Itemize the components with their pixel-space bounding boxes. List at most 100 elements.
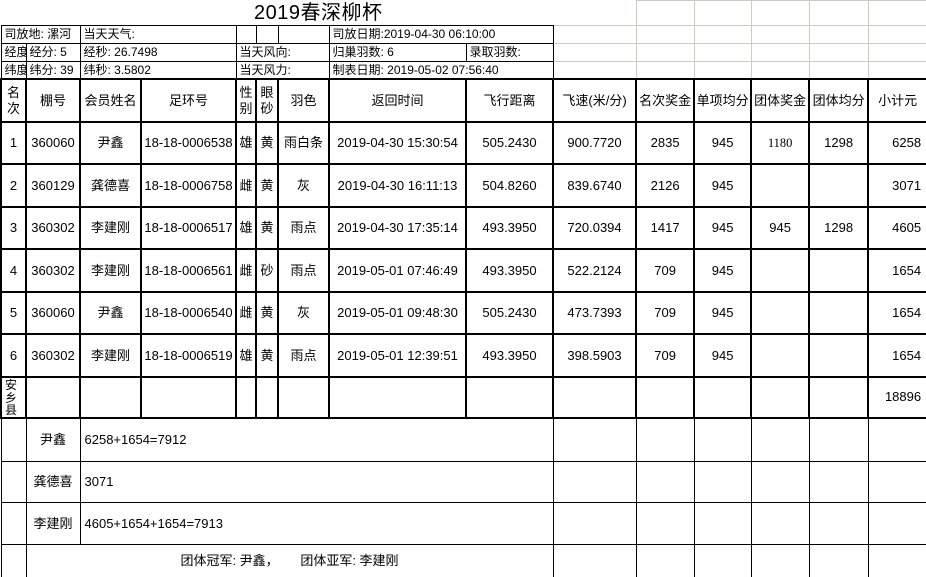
cell-summary-formula[interactable]: 4605+1654+1654=7913 — [79, 502, 554, 545]
cell-empty[interactable] — [0, 544, 27, 577]
cell-empty[interactable] — [867, 0, 926, 26]
header-loft[interactable]: 棚号 — [25, 78, 81, 123]
cell-empty[interactable] — [693, 502, 752, 545]
cell-empty[interactable] — [808, 417, 869, 462]
cell-team-prize[interactable] — [750, 333, 811, 378]
cell-empty[interactable] — [693, 417, 752, 462]
cell-empty[interactable] — [693, 60, 752, 80]
cell-return-time[interactable]: 2019-04-30 15:30:54 — [328, 121, 467, 165]
cell-empty[interactable] — [140, 376, 237, 419]
cell-loft[interactable]: 360060 — [25, 291, 81, 335]
cell-rank-prize[interactable]: 709 — [635, 333, 696, 378]
cell-speed[interactable]: 839.6740 — [551, 163, 638, 208]
cell-wind-force[interactable]: 当天风力: — [235, 60, 330, 80]
cell-empty[interactable] — [635, 417, 695, 462]
header-item-avg[interactable]: 单项均分 — [693, 78, 753, 123]
header-team-prize[interactable]: 团体奖金 — [750, 78, 811, 123]
cell-empty[interactable] — [552, 502, 637, 545]
cell-empty[interactable] — [552, 24, 637, 44]
cell-empty[interactable] — [79, 376, 142, 419]
cell-empty[interactable] — [552, 461, 637, 503]
cell-rank[interactable]: 1 — [0, 121, 27, 165]
header-return-time[interactable]: 返回时间 — [328, 78, 467, 123]
cell-distance[interactable]: 493.3950 — [465, 206, 554, 250]
cell-summary-name[interactable]: 尹鑫 — [25, 417, 81, 462]
cell-rank-prize[interactable]: 709 — [635, 291, 696, 335]
cell-team-prize[interactable]: 945 — [750, 206, 811, 250]
cell-feather[interactable]: 雨点 — [277, 248, 330, 293]
cell-loft[interactable]: 360302 — [25, 206, 81, 250]
cell-empty[interactable] — [750, 502, 810, 545]
cell-rank[interactable]: 5 — [0, 291, 27, 335]
cell-distance[interactable]: 504.8260 — [465, 163, 554, 208]
cell-empty[interactable] — [255, 376, 279, 419]
cell-team-avg[interactable] — [808, 291, 870, 335]
cell-member[interactable]: 龚德喜 — [79, 163, 142, 208]
cell-member[interactable]: 李建刚 — [79, 333, 142, 378]
cell-empty[interactable] — [808, 376, 870, 419]
cell-homing-count[interactable]: 归巢羽数: 6 — [328, 42, 467, 62]
cell-lat-sec[interactable]: 纬秒: 3.5802 — [79, 60, 237, 80]
header-eye[interactable]: 眼砂 — [255, 78, 279, 123]
cell-member[interactable]: 尹鑫 — [79, 291, 142, 335]
cell-empty[interactable] — [235, 24, 257, 44]
cell-item-avg[interactable]: 945 — [693, 163, 753, 208]
cell-admitted-count[interactable]: 录取羽数: — [465, 42, 554, 62]
cell-feather[interactable]: 雨白条 — [277, 121, 330, 165]
cell-item-avg[interactable]: 945 — [693, 206, 753, 250]
cell-ring[interactable]: 18-18-0006538 — [140, 121, 237, 165]
cell-empty[interactable] — [0, 461, 27, 503]
cell-empty[interactable] — [635, 376, 696, 419]
cell-ring[interactable]: 18-18-0006758 — [140, 163, 237, 208]
cell-loft[interactable]: 360129 — [25, 163, 81, 208]
header-subtotal[interactable]: 小计元 — [867, 78, 926, 123]
cell-empty[interactable] — [808, 60, 869, 80]
cell-speed[interactable]: 398.5903 — [551, 333, 638, 378]
cell-feather[interactable]: 雨点 — [277, 333, 330, 378]
cell-summary-name[interactable]: 李建刚 — [25, 502, 81, 545]
cell-speed[interactable]: 720.0394 — [551, 206, 638, 250]
cell-wind-direction[interactable]: 当天风向: — [235, 42, 330, 62]
cell-empty[interactable] — [465, 376, 554, 419]
cell-empty[interactable] — [808, 0, 869, 26]
cell-lng-label[interactable]: 经度 — [0, 42, 27, 62]
cell-team-avg[interactable]: 1298 — [808, 121, 870, 165]
cell-empty[interactable] — [693, 24, 752, 44]
cell-empty[interactable] — [867, 417, 926, 462]
cell-empty[interactable] — [635, 42, 695, 62]
cell-eye[interactable]: 黄 — [255, 121, 279, 165]
cell-return-time[interactable]: 2019-05-01 12:39:51 — [328, 333, 467, 378]
cell-rank-prize[interactable]: 709 — [635, 248, 696, 293]
cell-rank-prize[interactable]: 2126 — [635, 163, 696, 208]
cell-feather[interactable]: 灰 — [277, 291, 330, 335]
cell-loft[interactable]: 360060 — [25, 121, 81, 165]
cell-region-subtotal[interactable]: 18896 — [867, 376, 926, 419]
cell-empty[interactable] — [635, 0, 695, 26]
cell-empty[interactable] — [277, 376, 330, 419]
cell-empty[interactable] — [750, 376, 811, 419]
cell-empty[interactable] — [750, 60, 810, 80]
cell-lat-label[interactable]: 纬度 — [0, 60, 27, 80]
cell-rank[interactable]: 3 — [0, 206, 27, 250]
cell-rank[interactable]: 2 — [0, 163, 27, 208]
header-ring[interactable]: 足环号 — [140, 78, 237, 123]
cell-empty[interactable] — [552, 417, 637, 462]
cell-empty[interactable] — [693, 544, 752, 577]
cell-ring[interactable]: 18-18-0006519 — [140, 333, 237, 378]
cell-distance[interactable]: 505.2430 — [465, 291, 554, 335]
cell-return-time[interactable]: 2019-04-30 17:35:14 — [328, 206, 467, 250]
cell-team-prize[interactable] — [750, 248, 811, 293]
cell-empty[interactable] — [750, 24, 810, 44]
header-rank-prize[interactable]: 名次奖金 — [635, 78, 696, 123]
cell-team-prize[interactable]: 1180 — [750, 121, 811, 165]
cell-loft[interactable]: 360302 — [25, 333, 81, 378]
cell-empty[interactable] — [750, 417, 810, 462]
cell-rank-prize[interactable]: 2835 — [635, 121, 696, 165]
cell-eye[interactable]: 黄 — [255, 291, 279, 335]
cell-empty[interactable] — [552, 60, 637, 80]
cell-return-time[interactable]: 2019-05-01 07:46:49 — [328, 248, 467, 293]
cell-summary-name[interactable]: 龚德喜 — [25, 461, 81, 503]
cell-empty[interactable] — [867, 60, 926, 80]
cell-speed[interactable]: 900.7720 — [551, 121, 638, 165]
cell-subtotal[interactable]: 1654 — [867, 333, 926, 378]
